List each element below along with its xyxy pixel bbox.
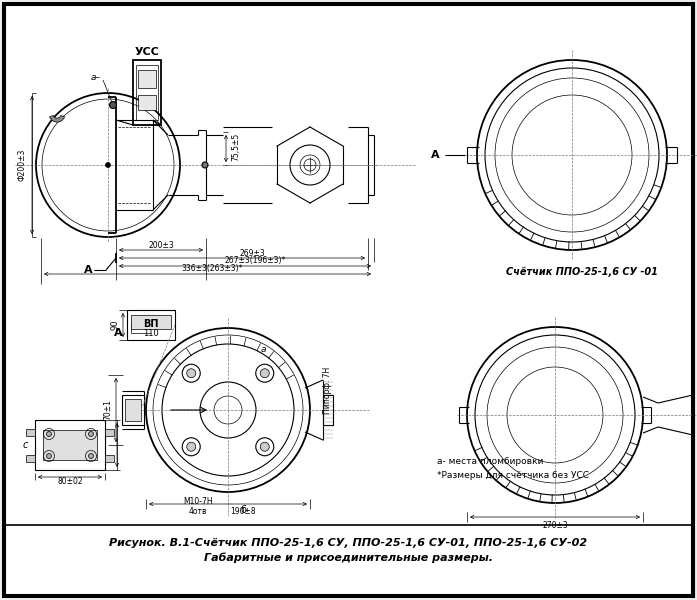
Bar <box>131 315 171 329</box>
Text: *Размеры для счётчика без УСС: *Размеры для счётчика без УСС <box>437 470 589 479</box>
Text: ВП: ВП <box>144 319 159 329</box>
Text: 269±3: 269±3 <box>239 248 265 257</box>
Circle shape <box>89 431 93 437</box>
Text: Ф200±3: Ф200±3 <box>17 149 26 181</box>
Text: А: А <box>114 328 122 338</box>
Text: УСС: УСС <box>135 47 160 57</box>
Wedge shape <box>49 115 65 122</box>
Text: а–: а– <box>91 73 101 82</box>
Text: с: с <box>22 440 28 450</box>
Text: 80±02: 80±02 <box>57 478 83 487</box>
Bar <box>43 430 97 460</box>
Text: А: А <box>431 150 439 160</box>
Text: 90: 90 <box>111 320 119 330</box>
Bar <box>138 95 156 110</box>
Bar <box>127 310 175 340</box>
Text: Габаритные и присоединительные размеры.: Габаритные и присоединительные размеры. <box>204 553 493 563</box>
Bar <box>122 395 144 425</box>
Text: 336±3(263±3)*: 336±3(263±3)* <box>182 265 243 274</box>
Bar <box>133 60 161 125</box>
Bar <box>125 399 141 421</box>
Text: Пипорф. 7Н: Пипорф. 7Н <box>323 367 332 413</box>
Circle shape <box>187 442 196 451</box>
Bar <box>136 65 158 120</box>
Text: 267±3(196±3)*: 267±3(196±3)* <box>224 257 286 265</box>
Circle shape <box>47 454 52 458</box>
Bar <box>138 70 156 88</box>
Circle shape <box>260 442 269 451</box>
Text: а- места пломбировки: а- места пломбировки <box>437 457 544 467</box>
Circle shape <box>260 369 269 378</box>
Circle shape <box>202 162 208 168</box>
Circle shape <box>89 454 93 458</box>
Text: 110: 110 <box>143 329 159 338</box>
Text: 75,5±5: 75,5±5 <box>231 133 240 161</box>
Text: 190±8: 190±8 <box>230 508 256 517</box>
Bar <box>105 455 114 462</box>
Circle shape <box>105 163 111 167</box>
Text: б: б <box>240 505 246 515</box>
Text: А: А <box>84 265 92 275</box>
Text: 4отв: 4отв <box>189 506 207 515</box>
Bar <box>35 420 105 470</box>
Circle shape <box>109 101 116 109</box>
Circle shape <box>187 369 196 378</box>
Text: а: а <box>260 346 266 355</box>
Text: Рисунок. В.1-Счётчик ППО-25-1,6 СУ, ППО-25-1,6 СУ-01, ППО-25-1,6 СУ-02: Рисунок. В.1-Счётчик ППО-25-1,6 СУ, ППО-… <box>109 538 587 548</box>
Bar <box>323 395 333 425</box>
Text: Счётчик ППО-25-1,6 СУ -01: Счётчик ППО-25-1,6 СУ -01 <box>506 267 658 277</box>
Circle shape <box>47 431 52 437</box>
Text: М10-7Н: М10-7Н <box>183 497 213 506</box>
Text: 200±3: 200±3 <box>148 241 174 250</box>
Text: 270±3: 270±3 <box>542 521 568 530</box>
Bar <box>26 455 35 462</box>
Bar <box>105 429 114 436</box>
Bar <box>26 429 35 436</box>
Text: 70±1: 70±1 <box>103 400 112 421</box>
